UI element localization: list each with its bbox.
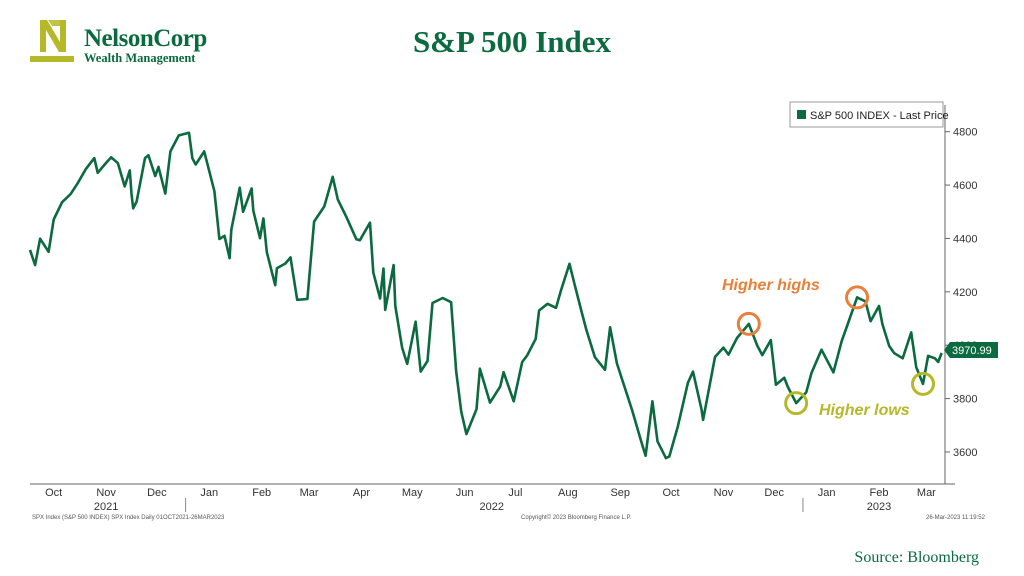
higher-high-marker (845, 285, 870, 310)
x-tick-label: Sep (610, 487, 630, 499)
x-tick-label: May (402, 487, 423, 499)
x-tick-label: Dec (147, 487, 167, 499)
footer-left: SPX Index (S&P 500 INDEX) SPX Index Dail… (32, 515, 225, 521)
y-axis: 3600380040004200440046004800 (945, 127, 977, 459)
nelsoncorp-logo (30, 18, 210, 68)
annotation-higher-lows: Higher lows (819, 402, 910, 419)
chart-footer: SPX Index (S&P 500 INDEX) SPX Index Dail… (32, 514, 986, 521)
x-tick-label: Aug (558, 487, 578, 499)
x-tick-label: Mar (917, 487, 936, 499)
source-note: Source: Bloomberg (854, 549, 979, 566)
x-tick-label: Oct (45, 487, 62, 499)
x-tick-label: Nov (96, 487, 116, 499)
year-label: 2021 (94, 501, 118, 513)
y-tick-label: 4400 (953, 233, 977, 245)
legend-label: S&P 500 INDEX - Last Price (810, 110, 949, 122)
logo-name: NelsonCorp (84, 25, 207, 52)
year-label: 2023 (867, 501, 891, 513)
last-price-badge: 3970.99 (944, 342, 998, 358)
y-tick-label: 3800 (953, 394, 977, 406)
x-tick-label: Oct (662, 487, 679, 499)
logo-text: NelsonCorp Wealth Management (84, 26, 207, 65)
last-price-label: 3970.99 (952, 345, 992, 357)
x-tick-label: Feb (252, 487, 271, 499)
y-tick-label: 4600 (953, 180, 977, 192)
legend-swatch (797, 110, 806, 119)
x-tick-label: Feb (870, 487, 889, 499)
y-tick-label: 3600 (953, 447, 977, 459)
price-line (28, 131, 943, 460)
higher-high-marker (736, 311, 761, 336)
x-tick-label: Jan (818, 487, 836, 499)
footer-right: 26-Mar-2023 11:19:52 (926, 515, 986, 521)
y-tick-label: 4800 (953, 127, 977, 139)
x-tick-label: Mar (300, 487, 319, 499)
legend: S&P 500 INDEX - Last Price (789, 101, 949, 128)
x-tick-label: Nov (714, 487, 734, 499)
annotation-higher-highs: Higher highs (722, 277, 820, 294)
x-tick-label: Jul (508, 487, 522, 499)
x-tick-label: Jan (200, 487, 218, 499)
x-tick-label: Dec (764, 487, 784, 499)
y-tick-label: 4200 (953, 287, 977, 299)
plot-frame (30, 105, 955, 485)
x-tick-label: Apr (353, 487, 370, 499)
page-title: S&P 500 Index (412, 24, 612, 59)
footer-center: Copyright© 2023 Bloomberg Finance L.P. (521, 514, 632, 521)
higher-low-marker (911, 371, 936, 396)
nelsoncorp-n-logo-icon (30, 20, 74, 62)
year-label: 2022 (479, 501, 503, 513)
x-axis: Oct Nov Dec Jan Feb Mar Apr May Jun Jul Aug Sep Oct N… (45, 487, 936, 513)
higher-low-marker (784, 391, 809, 416)
x-tick-label: Jun (456, 487, 474, 499)
marker-group (736, 285, 936, 416)
logo-subtitle: Wealth Management (84, 51, 196, 65)
